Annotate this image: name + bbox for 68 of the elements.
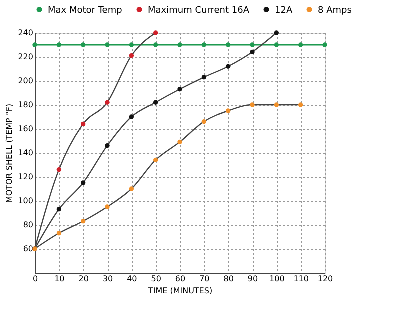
y-tick-label: 180 bbox=[18, 100, 34, 110]
legend-label: 12A bbox=[275, 6, 294, 16]
legend-label: 8 Amps bbox=[318, 6, 352, 16]
y-tick-label: 120 bbox=[18, 172, 34, 182]
y-tick-label: 220 bbox=[18, 52, 34, 62]
x-tick-label: 10 bbox=[54, 274, 65, 284]
point bbox=[274, 30, 280, 36]
legend-label: Maximum Current 16A bbox=[148, 6, 250, 16]
y-tick-label: 200 bbox=[18, 76, 34, 86]
point bbox=[250, 102, 255, 108]
y-tick-label: 100 bbox=[18, 196, 34, 206]
x-tick-label: 80 bbox=[224, 274, 234, 284]
y-tick-label: 240 bbox=[18, 28, 34, 38]
x-tick-label: 20 bbox=[78, 274, 89, 284]
point bbox=[322, 42, 328, 48]
point bbox=[226, 42, 231, 48]
point bbox=[226, 64, 231, 69]
point bbox=[105, 42, 110, 48]
x-tick-label: 0 bbox=[32, 274, 38, 284]
point bbox=[105, 204, 110, 210]
point bbox=[250, 50, 255, 55]
point bbox=[274, 102, 280, 108]
point bbox=[298, 42, 304, 48]
point bbox=[80, 219, 86, 224]
point bbox=[56, 42, 62, 48]
x-axis-title: TIME (MINUTES) bbox=[147, 286, 213, 296]
x-tick-label: 40 bbox=[127, 274, 138, 284]
point bbox=[274, 42, 280, 48]
point bbox=[202, 42, 207, 48]
point bbox=[129, 42, 134, 48]
point bbox=[56, 207, 62, 212]
y-tick-label: 80 bbox=[23, 220, 34, 230]
point bbox=[153, 158, 158, 163]
point bbox=[153, 42, 158, 48]
point bbox=[202, 75, 207, 80]
point bbox=[80, 180, 86, 186]
point bbox=[56, 231, 62, 236]
point bbox=[226, 108, 231, 114]
y-tick-label: 140 bbox=[18, 148, 34, 158]
point bbox=[32, 42, 38, 48]
point bbox=[105, 143, 110, 148]
x-tick-label: 90 bbox=[248, 274, 258, 284]
y-axis-title: MOTOR SHELL (TEMP °F) bbox=[5, 104, 14, 204]
x-tick-label: 50 bbox=[151, 274, 162, 284]
point bbox=[153, 30, 158, 36]
point bbox=[80, 42, 86, 48]
x-tick-label: 120 bbox=[318, 274, 334, 284]
y-tick-label: 160 bbox=[18, 124, 34, 134]
point bbox=[298, 102, 304, 108]
x-tick-label: 30 bbox=[102, 274, 114, 284]
point bbox=[178, 87, 182, 92]
point bbox=[202, 119, 207, 124]
x-tick-label: 60 bbox=[175, 274, 186, 284]
point bbox=[250, 42, 255, 48]
point bbox=[105, 100, 110, 105]
point bbox=[178, 42, 182, 48]
y-tick-label: 60 bbox=[23, 244, 34, 254]
point bbox=[129, 53, 134, 58]
point bbox=[129, 114, 134, 120]
legend-label: Max Motor Temp bbox=[48, 6, 123, 16]
point bbox=[80, 122, 86, 127]
point bbox=[129, 186, 134, 192]
x-tick-label: 110 bbox=[294, 274, 309, 284]
point bbox=[56, 167, 62, 172]
point bbox=[153, 100, 158, 105]
x-tick-label: 100 bbox=[270, 274, 285, 284]
point bbox=[178, 140, 182, 145]
x-tick-label: 70 bbox=[200, 274, 210, 284]
